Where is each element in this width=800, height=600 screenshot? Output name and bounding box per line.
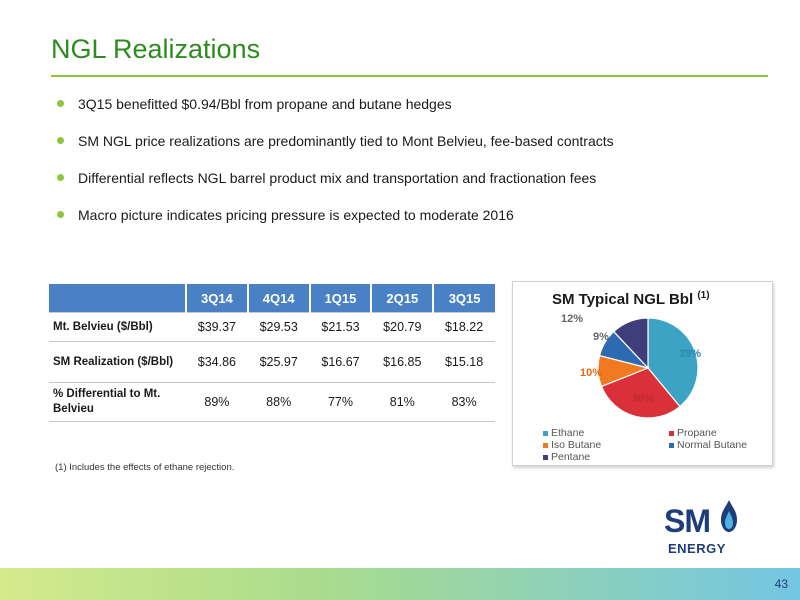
pie-svg: 39% 30% 10% 9% 12% bbox=[561, 313, 701, 419]
row-label: Mt. Belvieu ($/Bbl) bbox=[49, 312, 186, 342]
column-header: 4Q14 bbox=[246, 284, 310, 313]
column-header: 3Q15 bbox=[432, 284, 495, 313]
legend-swatch bbox=[543, 454, 548, 460]
table-cell: $18.22 bbox=[433, 312, 495, 342]
table-cell: $34.86 bbox=[186, 341, 248, 383]
legend-label: Ethane bbox=[551, 427, 585, 439]
pie-slice-ethane bbox=[647, 317, 699, 408]
chart-title: SM Typical NGL Bbl (1) bbox=[552, 290, 710, 308]
pie-data-label: 12% bbox=[561, 313, 583, 325]
table-cell: $16.67 bbox=[309, 341, 372, 383]
table-cell: 88% bbox=[247, 382, 310, 422]
flame-icon bbox=[721, 500, 737, 532]
logo-energy-text: ENERGY bbox=[668, 541, 726, 556]
table-cell: $39.37 bbox=[186, 312, 248, 342]
table-cell: $16.85 bbox=[371, 341, 434, 383]
legend-label: Pentane bbox=[551, 451, 591, 463]
pie-slice-pentane bbox=[612, 317, 649, 370]
pie-data-label: 9% bbox=[593, 331, 609, 343]
footer-band: 43 bbox=[0, 568, 800, 600]
legend-entry: Pentane bbox=[543, 451, 590, 463]
chart-title-note: (1) bbox=[697, 290, 710, 301]
column-header: 2Q15 bbox=[370, 284, 434, 313]
table-cell: $15.18 bbox=[433, 341, 495, 383]
table-cell: 89% bbox=[186, 382, 248, 422]
table-cell: 81% bbox=[371, 382, 434, 422]
legend-label: Propane bbox=[677, 427, 717, 439]
bullet-list: 3Q15 benefitted $0.94/Bbl from propane a… bbox=[57, 96, 614, 244]
legend-swatch bbox=[669, 430, 674, 436]
bullet-item: Macro picture indicates pricing pressure… bbox=[57, 207, 614, 225]
pie-slice-propane bbox=[600, 367, 681, 419]
sm-energy-logo: SM ENERGY bbox=[664, 497, 744, 557]
column-header: 1Q15 bbox=[308, 284, 372, 313]
legend-swatch bbox=[543, 430, 548, 436]
pie-data-label: 39% bbox=[679, 348, 701, 360]
table-cell: $29.53 bbox=[247, 312, 310, 342]
chart-title-text: SM Typical NGL Bbl bbox=[552, 291, 694, 308]
bullet-item: SM NGL price realizations are predominan… bbox=[57, 133, 614, 151]
legend-entry: Ethane bbox=[543, 427, 584, 439]
row-label: % Differential to Mt. Belvieu bbox=[49, 382, 186, 422]
table-row: % Differential to Mt. Belvieu 89% 88% 77… bbox=[49, 382, 495, 422]
table-cell: $20.79 bbox=[371, 312, 434, 342]
legend-label: Iso Butane bbox=[551, 439, 602, 451]
table-cell: $21.53 bbox=[309, 312, 372, 342]
row-label: SM Realization ($/Bbl) bbox=[49, 341, 186, 383]
slide-title: NGL Realizations bbox=[51, 34, 261, 64]
realizations-table: 3Q14 4Q14 1Q15 2Q15 3Q15 Mt. Belvieu ($/… bbox=[49, 284, 495, 422]
legend-entry: Normal Butane bbox=[669, 439, 747, 451]
table-row: Mt. Belvieu ($/Bbl) $39.37 $29.53 $21.53… bbox=[49, 312, 495, 342]
table-cell: 77% bbox=[309, 382, 372, 422]
ngl-pie-chart: SM Typical NGL Bbl (1) 39% 30% 10% 9% 12% Et… bbox=[512, 281, 773, 466]
column-header: 3Q14 bbox=[185, 284, 248, 313]
pie-data-label: 30% bbox=[632, 393, 654, 405]
legend-swatch bbox=[669, 442, 674, 448]
table-header-row: 3Q14 4Q14 1Q15 2Q15 3Q15 bbox=[49, 284, 495, 313]
table-row: SM Realization ($/Bbl) $34.86 $25.97 $16… bbox=[49, 341, 495, 383]
bullet-item: Differential reflects NGL barrel product… bbox=[57, 170, 614, 188]
table-cell: $25.97 bbox=[247, 341, 310, 383]
page-number: 43 bbox=[774, 577, 788, 591]
footnote: (1) Includes the effects of ethane rejec… bbox=[55, 462, 235, 473]
table-corner-cell bbox=[49, 284, 186, 313]
legend-entry: Iso Butane bbox=[543, 439, 601, 451]
logo-sm-text: SM bbox=[664, 503, 711, 539]
pie-data-label: 10% bbox=[580, 367, 602, 379]
legend-entry: Propane bbox=[669, 427, 717, 439]
title-divider bbox=[51, 75, 768, 77]
table-cell: 83% bbox=[433, 382, 495, 422]
legend-swatch bbox=[543, 442, 548, 448]
bullet-item: 3Q15 benefitted $0.94/Bbl from propane a… bbox=[57, 96, 614, 114]
legend-label: Normal Butane bbox=[677, 439, 748, 451]
